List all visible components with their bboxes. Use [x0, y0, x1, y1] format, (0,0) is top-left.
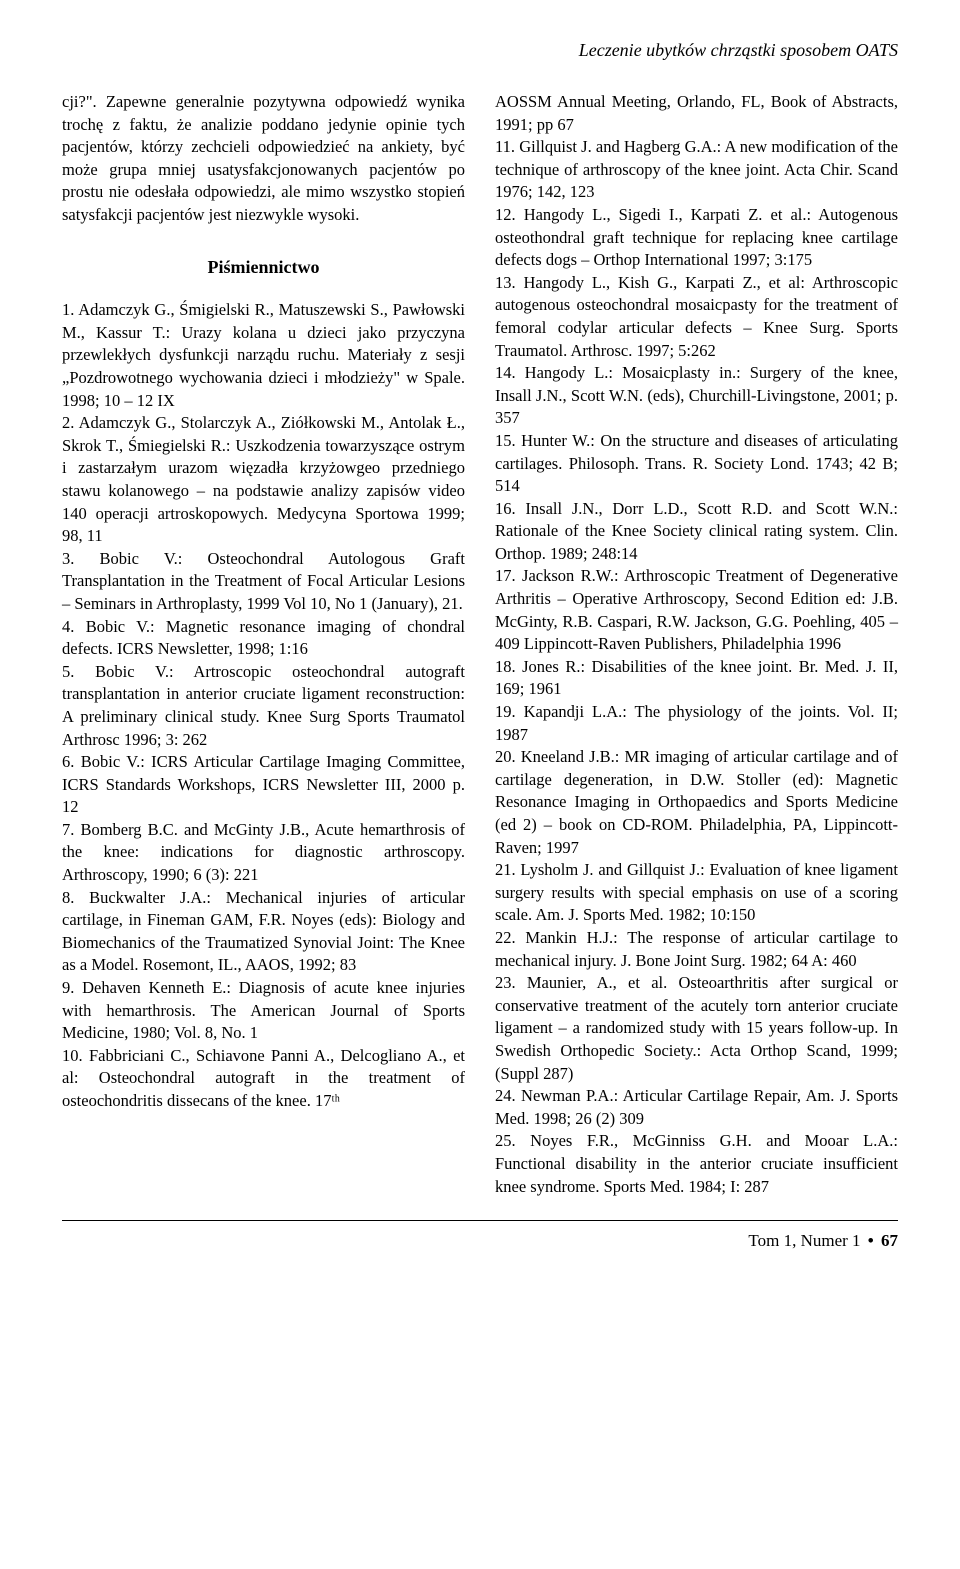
two-column-layout: cji?". Zapewne generalnie pozytywna odpo… [62, 91, 898, 1198]
reference-item: 25. Noyes F.R., McGinniss G.H. and Mooar… [495, 1130, 898, 1198]
separator-dot: • [868, 1231, 874, 1250]
reference-item: 15. Hunter W.: On the structure and dise… [495, 430, 898, 498]
reference-item: 13. Hangody L., Kish G., Karpati Z., et … [495, 272, 898, 362]
reference-item: 12. Hangody L., Sigedi I., Karpati Z. et… [495, 204, 898, 272]
reference-item: 18. Jones R.: Disabilities of the knee j… [495, 656, 898, 701]
running-header: Leczenie ubytków chrząstki sposobem OATS [62, 40, 898, 61]
reference-item: 22. Mankin H.J.: The response of articul… [495, 927, 898, 972]
right-column: AOSSM Annual Meeting, Orlando, FL, Book … [495, 91, 898, 1198]
reference-item: 20. Kneeland J.B.: MR imaging of articul… [495, 746, 898, 859]
footer-rule [62, 1220, 898, 1221]
reference-item: 9. Dehaven Kenneth E.: Diagnosis of acut… [62, 977, 465, 1045]
reference-item: 23. Maunier, A., et al. Osteoarthritis a… [495, 972, 898, 1085]
reference-item: 5. Bobic V.: Artroscopic osteochondral a… [62, 661, 465, 751]
reference-item: 8. Buckwalter J.A.: Mechanical injuries … [62, 887, 465, 977]
reference-item: AOSSM Annual Meeting, Orlando, FL, Book … [495, 91, 898, 136]
reference-item: 4. Bobic V.: Magnetic resonance imaging … [62, 616, 465, 661]
reference-item: 19. Kapandji L.A.: The physiology of the… [495, 701, 898, 746]
reference-item: 1. Adamczyk G., Śmigielski R., Matuszews… [62, 299, 465, 412]
references-heading: Piśmiennictwo [62, 255, 465, 280]
page-container: Leczenie ubytków chrząstki sposobem OATS… [0, 0, 960, 1277]
page-footer: Tom 1, Numer 1 • 67 [62, 1231, 898, 1251]
volume-label: Tom 1, Numer 1 [748, 1231, 860, 1250]
reference-item: 24. Newman P.A.: Articular Cartilage Rep… [495, 1085, 898, 1130]
reference-item: 10. Fabbriciani C., Schiavone Panni A., … [62, 1045, 465, 1113]
reference-item: 3. Bobic V.: Osteochondral Autologous Gr… [62, 548, 465, 616]
reference-item: 2. Adamczyk G., Stolarczyk A., Ziółkowsk… [62, 412, 465, 548]
reference-item: 6. Bobic V.: ICRS Articular Cartilage Im… [62, 751, 465, 819]
reference-item: 14. Hangody L.: Mosaicplasty in.: Surger… [495, 362, 898, 430]
page-number: 67 [881, 1231, 898, 1250]
reference-item: 11. Gillquist J. and Hagberg G.A.: A new… [495, 136, 898, 204]
intro-paragraph: cji?". Zapewne generalnie pozytywna odpo… [62, 91, 465, 227]
reference-item: 16. Insall J.N., Dorr L.D., Scott R.D. a… [495, 498, 898, 566]
reference-item: 7. Bomberg B.C. and McGinty J.B., Acute … [62, 819, 465, 887]
left-column: cji?". Zapewne generalnie pozytywna odpo… [62, 91, 465, 1198]
reference-item: 21. Lysholm J. and Gillquist J.: Evaluat… [495, 859, 898, 927]
reference-item: 17. Jackson R.W.: Arthroscopic Treatment… [495, 565, 898, 655]
